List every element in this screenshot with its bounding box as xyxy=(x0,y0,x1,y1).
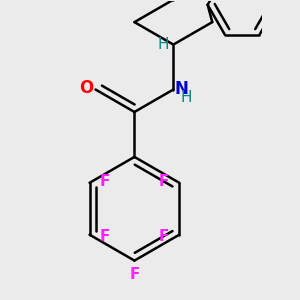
Text: F: F xyxy=(100,174,110,189)
Text: O: O xyxy=(79,79,93,97)
Text: F: F xyxy=(159,229,169,244)
Text: F: F xyxy=(129,267,140,282)
Text: F: F xyxy=(159,174,169,189)
Text: H: H xyxy=(157,37,169,52)
Text: F: F xyxy=(100,229,110,244)
Text: N: N xyxy=(174,80,188,98)
Text: H: H xyxy=(181,90,192,105)
